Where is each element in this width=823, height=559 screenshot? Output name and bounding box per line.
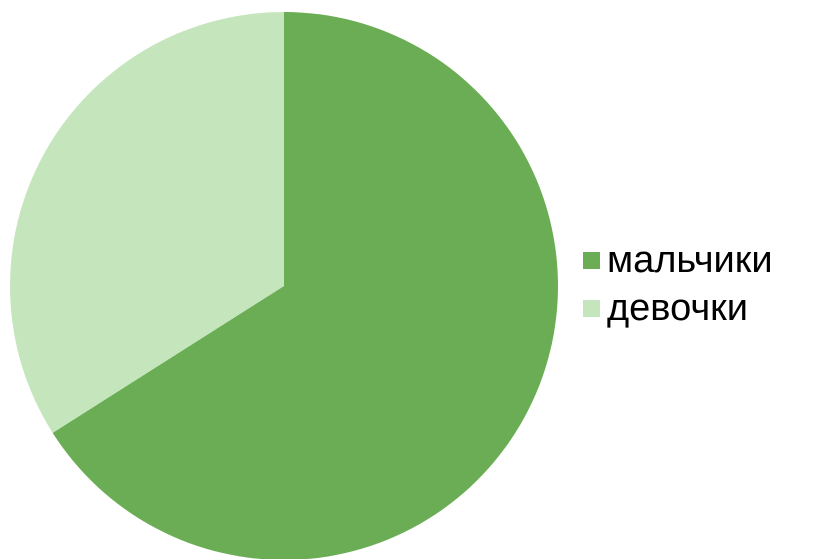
legend-item-boys: мальчики [583, 236, 773, 284]
legend-label-girls: девочки [607, 287, 749, 329]
legend-item-girls: девочки [583, 284, 773, 332]
pie-slice-boys [52, 12, 558, 559]
legend-swatch-girls [583, 299, 600, 317]
pie-slice-girls [9, 12, 284, 433]
chart-legend: мальчики девочки [583, 236, 773, 332]
legend-label-boys: мальчики [607, 239, 773, 281]
legend-swatch-boys [583, 251, 600, 269]
